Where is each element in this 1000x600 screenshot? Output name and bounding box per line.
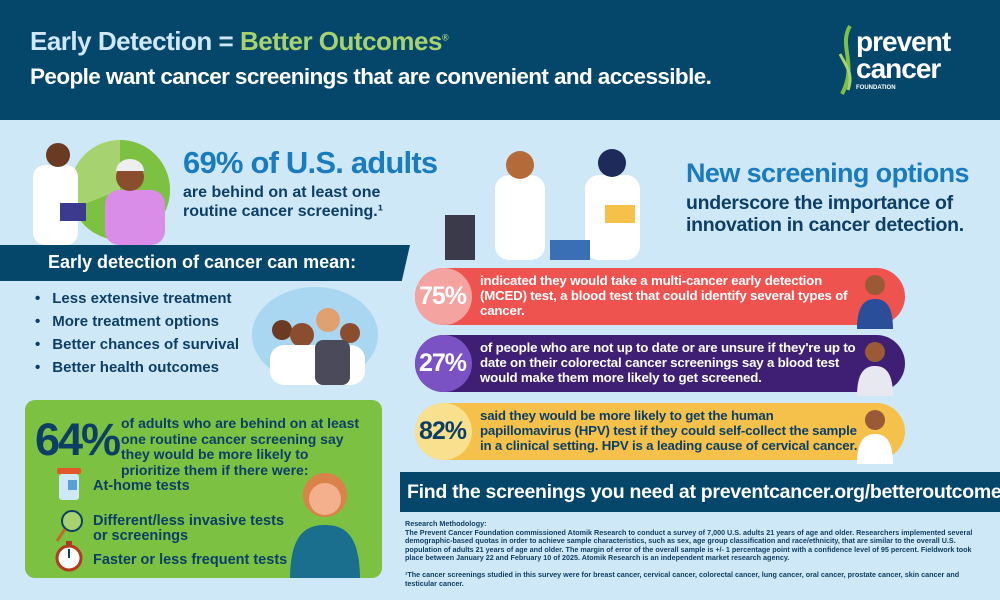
stat-text: said they would be more likely to get th… — [480, 408, 858, 453]
methodology-heading: Research Methodology: — [405, 519, 487, 528]
new-options-headline: New screening options — [686, 158, 970, 188]
doctor-figure — [33, 165, 78, 245]
stat-64-text: of adults who are behind on at least one… — [121, 415, 360, 478]
stat-64-percent: 64% — [35, 414, 121, 465]
stat-text: indicated they would take a multi-cancer… — [480, 273, 848, 318]
logo-line2: cancer — [856, 53, 941, 84]
stat-percent: 27% — [419, 349, 467, 377]
page-title: Early Detection = Better Outcomes® — [30, 26, 449, 57]
stat-circle — [415, 403, 472, 460]
stat-text: of people who are not up to date or are … — [480, 340, 856, 385]
registered-mark: ® — [441, 32, 449, 43]
list-item: More treatment options — [35, 313, 239, 336]
early-detection-banner: Early detection of cancer can mean: — [0, 245, 410, 281]
scientists-illustration — [445, 149, 640, 260]
list-item: Better health outcomes — [35, 359, 239, 382]
stat-percent: 82% — [419, 417, 467, 445]
list-item: Less extensive treatment — [35, 290, 239, 313]
benefits-list: Less extensive treatment More treatment … — [35, 290, 239, 382]
title-part2: Better Outcomes — [239, 26, 443, 56]
cta-banner[interactable]: Find the screenings you need at preventc… — [400, 472, 1000, 512]
stat-percent: 75% — [419, 282, 467, 310]
stopwatch-icon — [55, 541, 83, 572]
ribbon-logo-icon — [838, 24, 852, 95]
title-equals: = — [218, 26, 234, 56]
option-item: Different/less invasive tests or screeni… — [93, 513, 285, 544]
patient-figure — [105, 190, 165, 245]
logo-line3: FOUNDATION — [856, 85, 896, 91]
methodology-body: The Prevent Cancer Foundation commission… — [405, 527, 973, 563]
person-illustration — [857, 410, 893, 464]
methodology-section: Research Methodology: The Prevent Cancer… — [405, 519, 990, 596]
stat-circle — [415, 268, 472, 325]
doctor-patient-illustration — [33, 140, 170, 245]
option-item: At-home tests — [93, 478, 190, 494]
specimen-cup-icon — [57, 468, 81, 500]
stat-card: 82% said they would be more likely to ge… — [415, 403, 905, 464]
header — [0, 0, 1000, 120]
stat-64-panel: 64% of adults who are behind on at least… — [25, 400, 382, 578]
new-options-subtext: underscore the importance of innovation … — [686, 192, 964, 236]
stat-69-text: are behind on at least one routine cance… — [183, 184, 384, 220]
methodology-footnote: ¹The cancer screenings studied in this s… — [405, 569, 960, 588]
person-illustration — [857, 342, 893, 396]
thinking-woman-illustration — [290, 473, 360, 578]
list-item: Better chances of survival — [35, 336, 239, 359]
family-illustration — [252, 287, 378, 385]
title-part1: Early Detection — [30, 26, 212, 56]
option-item: Faster or less frequent tests — [93, 552, 288, 568]
stat-card: 75% indicated they would take a multi-ca… — [415, 268, 905, 329]
prevent-cancer-logo: prevent cancer FOUNDATION — [836, 24, 976, 96]
logo-line1: prevent — [856, 26, 951, 57]
stat-circle — [415, 335, 472, 392]
magnifying-glass-icon — [55, 510, 83, 542]
person-illustration — [857, 275, 893, 329]
cta-link[interactable]: Find the screenings you need at preventc… — [407, 481, 1000, 503]
stat-card: 27% of people who are not up to date or … — [415, 335, 905, 396]
page-subtitle: People want cancer screenings that are c… — [30, 64, 712, 89]
stat-69-headline: 69% of U.S. adults — [183, 145, 438, 180]
banner-text: Early detection of cancer can mean: — [48, 252, 357, 272]
